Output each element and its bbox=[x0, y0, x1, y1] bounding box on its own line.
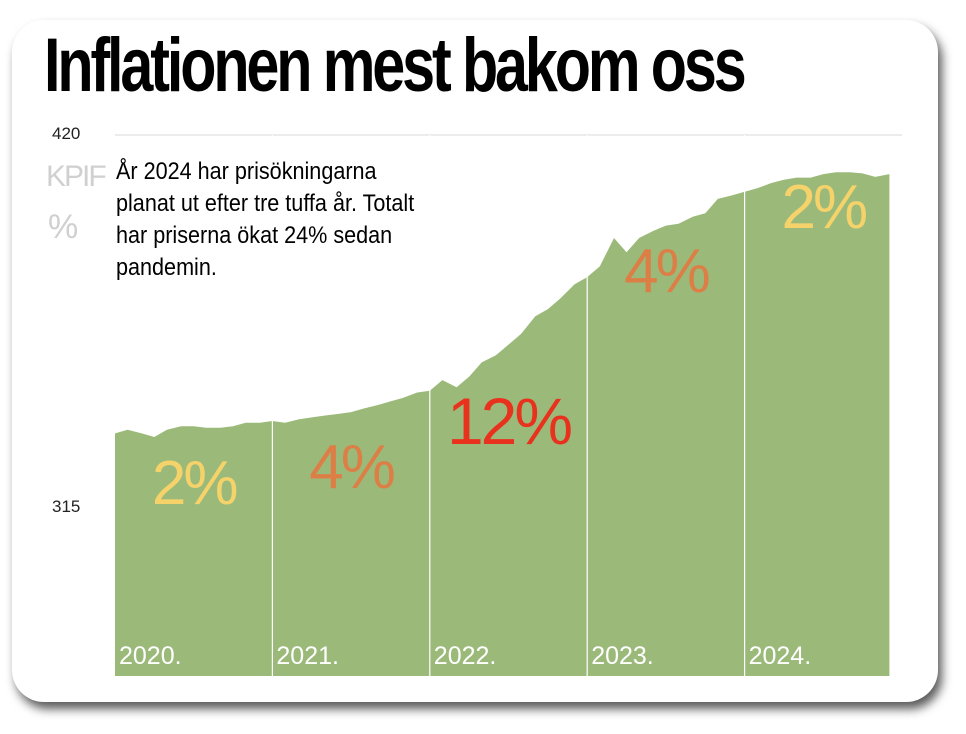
year-dividers bbox=[271, 135, 746, 676]
unit-label-percent: % bbox=[48, 208, 78, 246]
unit-label-kpif: KPIF bbox=[46, 160, 107, 193]
kpif-area bbox=[115, 172, 890, 677]
year-label-2024: 2024. bbox=[749, 642, 812, 670]
y-tick-315: 315 bbox=[52, 497, 81, 516]
y-tick-420: 420 bbox=[52, 124, 81, 143]
chart-title: Inflationen mest bakom oss bbox=[44, 23, 747, 108]
year-label-2020: 2020. bbox=[119, 642, 182, 670]
rate-label-2022: 12% bbox=[447, 384, 571, 458]
rate-label-2021: 4% bbox=[309, 433, 393, 502]
year-labels: 2020. 2021. 2022. 2023. 2024. bbox=[119, 642, 811, 670]
year-label-2021: 2021. bbox=[276, 642, 339, 670]
year-label-2023: 2023. bbox=[591, 642, 654, 670]
rate-label-2020: 2% bbox=[152, 449, 236, 518]
rate-label-2023: 4% bbox=[624, 237, 708, 306]
annotation-text: År 2024 har prisökningarna planat ut eft… bbox=[116, 158, 415, 281]
rate-label-2024: 2% bbox=[781, 173, 865, 242]
year-label-2022: 2022. bbox=[434, 642, 497, 670]
rate-labels: 2% 4% 12% 4% 2% bbox=[152, 173, 869, 518]
area-layer bbox=[115, 172, 890, 677]
